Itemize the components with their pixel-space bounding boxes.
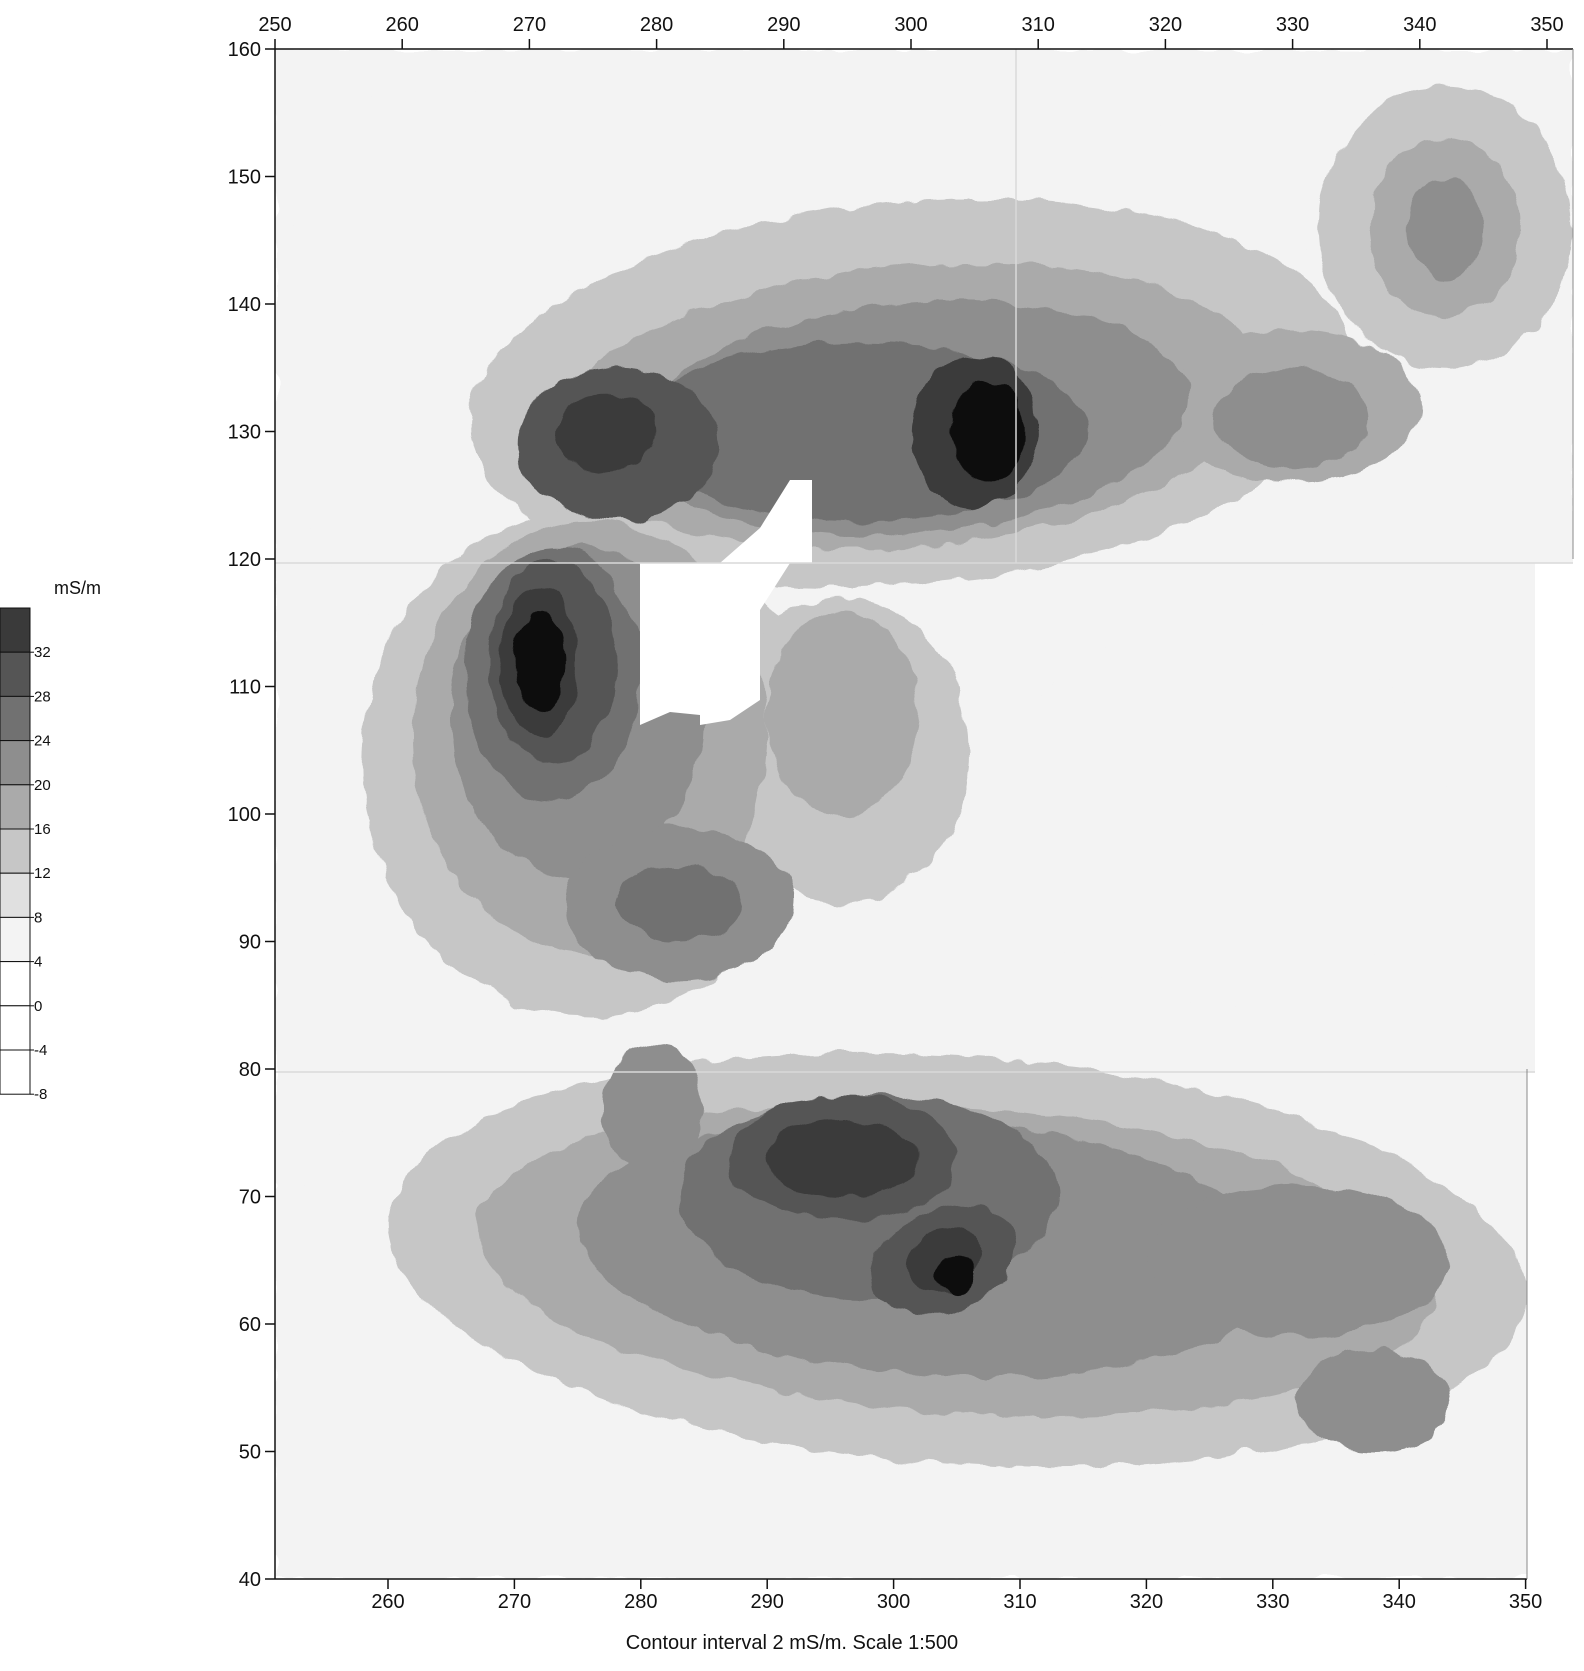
- colorbar-cell-2: [0, 695, 31, 742]
- contour-band-13: [766, 610, 918, 814]
- x-tick-label-north-310: 310: [1022, 14, 1055, 36]
- contour-band-35: [767, 1120, 919, 1197]
- y-tick-label-90: 90: [239, 932, 261, 954]
- y-tick-label-60: 60: [239, 1314, 261, 1336]
- top-margin: [275, 0, 1584, 49]
- y-tick-label-110: 110: [229, 677, 261, 699]
- colorbar-label-8: 8: [34, 909, 42, 926]
- colorbar-label--8: -8: [34, 1086, 47, 1103]
- x-tick-label-south-280: 280: [624, 1591, 657, 1613]
- colorbar-cell-4: [0, 784, 31, 830]
- colorbar-label-24: 24: [34, 733, 51, 750]
- contour-band-37: [949, 380, 1026, 483]
- colorbar-cell-10: [0, 1049, 31, 1095]
- colorbar-label-12: 12: [34, 865, 51, 882]
- x-tick-label-south-330: 330: [1256, 1591, 1289, 1613]
- y-tick-label-130: 130: [228, 422, 261, 444]
- x-tick-label-north-320: 320: [1149, 14, 1182, 36]
- map-caption: Contour interval 2 mS/m. Scale 1:500: [625, 1632, 959, 1654]
- colorbar-label-20: 20: [34, 777, 51, 794]
- x-tick-label-north-290: 290: [767, 14, 800, 36]
- colorbar-cell-1: [0, 651, 31, 697]
- contour-band-21: [1146, 1183, 1450, 1337]
- x-tick-label-south-260: 260: [371, 1591, 404, 1613]
- x-tick-label-south-300: 300: [877, 1591, 910, 1613]
- x-tick-label-north-280: 280: [640, 14, 673, 36]
- colorbar-label-28: 28: [34, 688, 51, 705]
- y-tick-label-160: 160: [228, 39, 261, 61]
- colorbar-unit: mS/m: [54, 578, 101, 598]
- colorbar-legend: mS/m 32 28 24 20 16 12 8 4 0 -4 -8: [0, 578, 101, 1103]
- contour-band-17: [1407, 176, 1484, 279]
- bottom-margin: [275, 1579, 1584, 1671]
- colorbar-cell-0: [0, 607, 31, 653]
- x-tick-label-north-260: 260: [386, 14, 419, 36]
- colorbar-label-0: 0: [34, 998, 42, 1015]
- map-axes: 40 50 60 70 80 90 100 110 120 130 140 150 160 250 260 2…: [228, 14, 1574, 1613]
- y-tick-label-50: 50: [239, 1442, 261, 1464]
- contour-fill: [275, 49, 1573, 1579]
- x-tick-label-north-350: 350: [1530, 14, 1563, 36]
- x-tick-label-north-300: 300: [894, 14, 927, 36]
- x-tick-label-south-320: 320: [1130, 1591, 1163, 1613]
- colorbar-label--4: -4: [34, 1042, 47, 1059]
- y-tick-label-120: 120: [228, 549, 261, 571]
- colorbar-label-16: 16: [34, 821, 51, 838]
- x-tick-label-south-310: 310: [1003, 1591, 1036, 1613]
- colorbar-cell-8: [0, 961, 31, 1007]
- colorbar-cell-6: [0, 872, 31, 918]
- contour-band-23: [602, 1043, 705, 1171]
- contour-band-39: [936, 1253, 978, 1293]
- colorbar-cell-3: [0, 740, 31, 786]
- x-tick-label-south-290: 290: [751, 1591, 784, 1613]
- x-tick-label-north-250: 250: [258, 14, 291, 36]
- x-tick-label-south-340: 340: [1383, 1591, 1416, 1613]
- right-margin: [1573, 0, 1584, 1671]
- y-tick-label-150: 150: [228, 167, 261, 189]
- colorbar-cell-7: [0, 916, 31, 963]
- colorbar-label-4: 4: [34, 954, 42, 971]
- x-tick-label-south-350: 350: [1509, 1591, 1542, 1613]
- x-tick-label-south-270: 270: [498, 1591, 531, 1613]
- y-tick-label-100: 100: [228, 804, 261, 826]
- contour-band-22: [1298, 1349, 1450, 1452]
- x-tick-label-north-340: 340: [1403, 14, 1436, 36]
- y-tick-label-80: 80: [239, 1059, 261, 1081]
- y-tick-label-40: 40: [239, 1569, 261, 1591]
- colorbar-label-32: 32: [34, 644, 51, 661]
- contour-band-33: [555, 393, 657, 470]
- no-data-area: [640, 480, 812, 725]
- contour-band-16: [1216, 367, 1369, 470]
- y-tick-label-70: 70: [239, 1187, 261, 1209]
- colorbar-cell-9: [0, 1005, 31, 1051]
- y-tick-label-140: 140: [228, 294, 261, 316]
- x-tick-label-north-270: 270: [513, 14, 546, 36]
- contour-band-2: [992, 622, 1448, 1006]
- contour-band-26: [614, 865, 742, 942]
- left-margin: [0, 0, 275, 1671]
- colorbar-cell-5: [0, 828, 31, 874]
- x-tick-label-north-330: 330: [1276, 14, 1309, 36]
- contour-band-38: [514, 610, 565, 712]
